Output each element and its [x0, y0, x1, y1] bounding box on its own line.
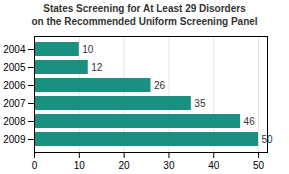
svg-text:2005: 2005 — [3, 62, 26, 73]
svg-text:2008: 2008 — [3, 116, 26, 127]
svg-text:46: 46 — [244, 116, 256, 127]
svg-text:50: 50 — [253, 160, 265, 171]
svg-text:50: 50 — [261, 133, 273, 145]
svg-text:2009: 2009 — [3, 134, 26, 145]
svg-text:30: 30 — [163, 160, 175, 171]
svg-text:10: 10 — [82, 44, 94, 55]
html-text:States Screening for At Least: States Screening for At Least 29 Disorde… — [31, 3, 258, 27]
svg-text:2004: 2004 — [3, 44, 26, 55]
svg-text:10: 10 — [74, 160, 86, 171]
svg-text:2006: 2006 — [3, 80, 26, 91]
svg-text:2007: 2007 — [3, 98, 26, 109]
svg-text:12: 12 — [91, 62, 103, 73]
svg-text:20: 20 — [119, 160, 131, 171]
svg-text:40: 40 — [208, 160, 220, 171]
svg-text:35: 35 — [194, 98, 206, 109]
svg-text:0: 0 — [32, 160, 38, 171]
svg-text:26: 26 — [154, 80, 166, 91]
